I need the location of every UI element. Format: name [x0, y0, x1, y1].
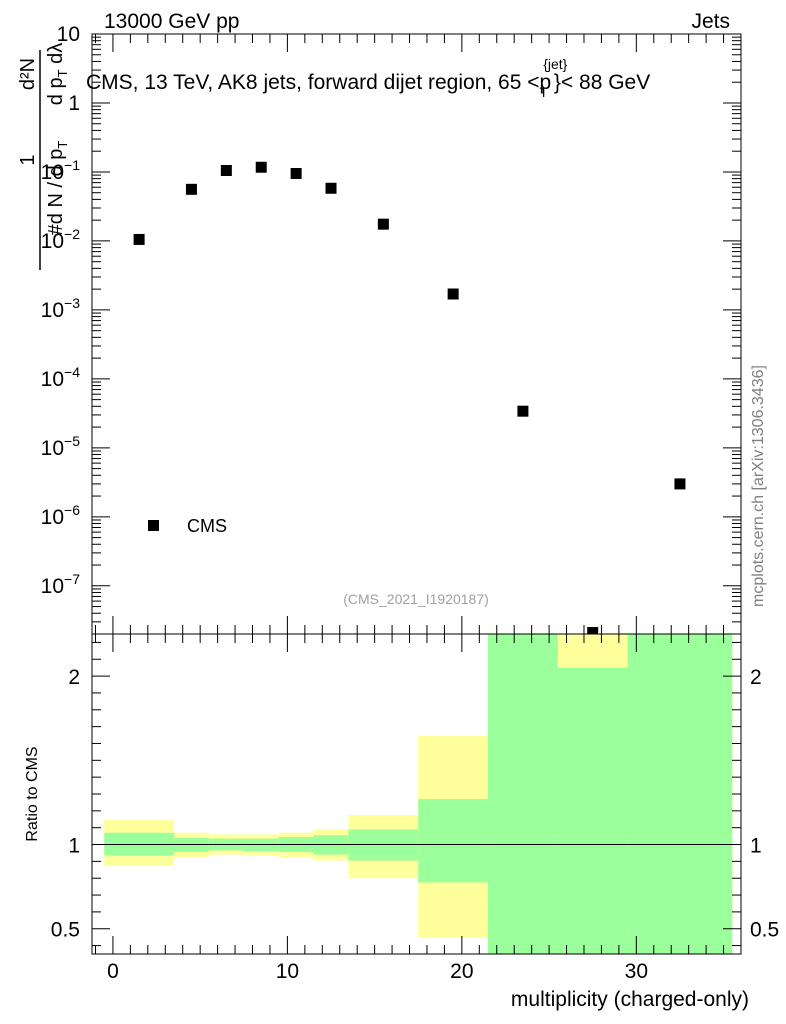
main-y-tick-label: 10−5	[41, 433, 81, 460]
data-point	[325, 182, 337, 194]
main-y-tick-label: 10−6	[41, 502, 81, 529]
legend: CMS	[148, 516, 227, 536]
data-point	[587, 627, 599, 639]
ratio-y-tick-label-right: 0.5	[750, 919, 779, 942]
main-plot-frame	[91, 33, 742, 635]
side-label: mcplots.cern.ch [arXiv:1306.3436]	[750, 365, 767, 607]
main-y-tick-base: 10	[41, 506, 64, 529]
main-y-tick-label: 10−1	[41, 157, 81, 184]
data-point	[220, 164, 232, 176]
ratio-y-label: Ratio to CMS	[24, 746, 41, 841]
plot-title: CMS, 13 TeV, AK8 jets, forward dijet reg…	[86, 56, 650, 100]
ylabel-d2n: d²N	[17, 58, 39, 90]
main-y-tick-exp: −5	[64, 433, 80, 449]
main-y-tick-base: 10	[41, 368, 64, 391]
main-y-tick-label: 10−7	[41, 571, 81, 598]
ylabel-dpt-dlambda: d pT dλ	[45, 43, 70, 105]
cms-data-series	[133, 161, 686, 639]
plot-title-end: }< 88 GeV	[554, 71, 650, 94]
plot-title-sub: T	[539, 84, 548, 100]
main-y-tick-exp: −3	[64, 295, 80, 311]
ratio-y-tick-label: 0.5	[51, 919, 80, 942]
ratio-x-axis: 0 10 20 30	[94, 634, 725, 983]
main-y-tick-exp: −4	[64, 364, 80, 380]
main-y-tick-base: 10	[41, 230, 64, 253]
plot-title-main: CMS, 13 TeV, AK8 jets, forward dijet reg…	[86, 71, 551, 94]
ylabel-numerator: 1	[17, 154, 39, 165]
header-left: 13000 GeV pp	[104, 10, 239, 33]
legend-label: CMS	[187, 516, 227, 536]
main-x-ticks	[94, 34, 725, 634]
x-axis-label: multiplicity (charged-only)	[511, 988, 749, 1011]
ratio-band-green	[418, 799, 489, 883]
main-y-tick-base: 10	[41, 161, 64, 184]
legend-marker	[148, 520, 159, 531]
main-y-tick-exp: −6	[64, 502, 80, 518]
main-y-tick-label: 10	[57, 23, 80, 46]
main-y-tick-exp: −7	[64, 571, 80, 587]
x-tick-label: 0	[107, 960, 119, 983]
data-point	[377, 218, 389, 230]
header-right: Jets	[691, 10, 730, 33]
ratio-y-tick-label-right: 1	[750, 835, 762, 858]
ratio-y-axis: 0.5 0.5 1 1 2 2	[51, 641, 779, 947]
main-y-tick-label: 1	[68, 92, 80, 115]
ratio-y-tick-label-right: 2	[750, 666, 762, 689]
ratio-band-green	[488, 634, 558, 954]
main-y-tick-label: 10−2	[41, 226, 81, 253]
x-tick-label: 30	[625, 960, 648, 983]
ratio-y-tick-label: 1	[68, 835, 80, 858]
data-point	[255, 161, 267, 173]
x-tick-label: 20	[450, 960, 473, 983]
ratio-bands	[104, 634, 733, 954]
main-y-tick-base: 10	[41, 437, 64, 460]
main-y-tick-exp: −2	[64, 226, 80, 242]
data-point	[290, 167, 302, 179]
data-point	[185, 183, 197, 195]
data-point	[674, 478, 686, 490]
data-point	[133, 233, 145, 245]
ylabel-denominator: #d N / d pT	[45, 141, 70, 236]
analysis-watermark: (CMS_2021_I1920187)	[343, 591, 489, 607]
main-y-tick-base: 10	[41, 575, 64, 598]
plot-title-sup: {jet}	[543, 56, 567, 72]
main-y-tick-exp: −1	[64, 157, 80, 173]
data-point	[447, 288, 459, 300]
main-y-tick-label: 10−3	[41, 295, 81, 322]
x-tick-label: 10	[276, 960, 299, 983]
ratio-y-tick-label: 2	[68, 666, 80, 689]
data-point	[517, 405, 529, 417]
main-y-tick-base: 10	[41, 299, 64, 322]
ratio-band-green	[557, 667, 628, 954]
main-y-tick-label: 10−4	[41, 364, 81, 391]
ratio-panel: 0.5 0.5 1 1 2 2 0 10 20 30 Ratio to CMS multipli…	[24, 633, 779, 1011]
ratio-band-green	[627, 634, 733, 954]
